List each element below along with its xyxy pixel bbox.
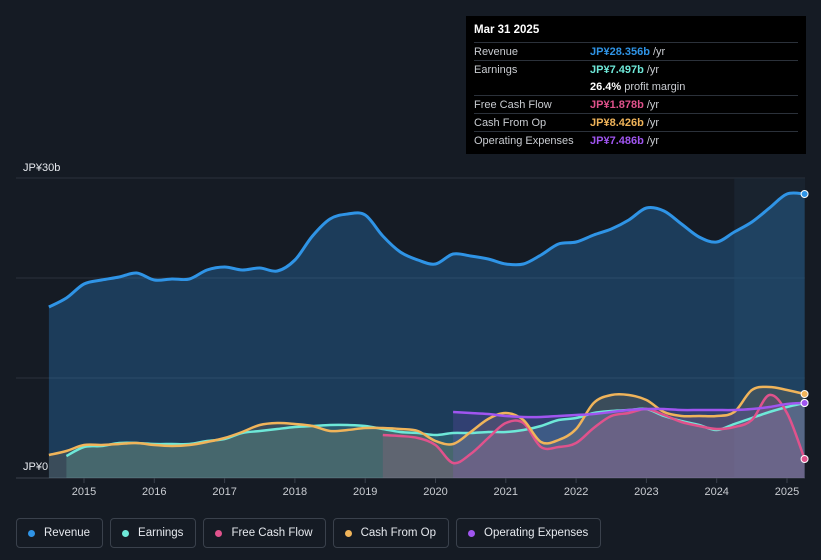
x-tick-label: 2017 [212, 486, 236, 498]
x-tick-label: 2024 [704, 486, 728, 498]
x-tick-label: 2020 [423, 486, 447, 498]
x-tick-label: 2015 [72, 486, 96, 498]
tooltip-row-unit: /yr [652, 45, 666, 58]
legend-item-earnings[interactable]: Earnings [110, 518, 197, 548]
tooltip-row: Free Cash Flow JP¥1.878b/yr [474, 95, 798, 113]
legend-item-cash-from-op[interactable]: Cash From Op [332, 518, 450, 548]
legend: Revenue Earnings Free Cash Flow Cash From O… [16, 518, 602, 548]
legend-dot-icon [122, 529, 130, 537]
line-operating-expenses [453, 401, 805, 419]
legend-item-revenue[interactable]: Revenue [16, 518, 104, 548]
legend-item-label: Operating Expenses [484, 527, 589, 539]
end-marker-cash-from-op [800, 390, 809, 398]
legend-dot-icon [468, 529, 476, 537]
line-revenue [48, 191, 805, 309]
tooltip-row-unit: /yr [646, 98, 660, 111]
legend-item-label: Earnings [138, 527, 184, 539]
tooltip-row: Revenue JP¥28.356b/yr [474, 42, 798, 60]
tooltip-row-label: Revenue [474, 45, 519, 58]
tooltip-row-value: JP¥8.426b [590, 116, 644, 129]
line-free-cash-flow [382, 393, 806, 465]
tooltip-row-value: JP¥1.878b [590, 98, 644, 111]
area-free-cash-flow [382, 394, 805, 478]
tooltip-row-label: Cash From Op [474, 116, 547, 129]
tooltip-row: Operating Expenses JP¥7.486b/yr [474, 131, 798, 149]
tooltip-row-value: JP¥7.486b [590, 134, 644, 147]
end-marker-free-cash-flow [800, 455, 809, 463]
tooltip: Mar 31 2025 Revenue JP¥28.356b/yr Earnings… [466, 16, 806, 154]
legend-item-label: Free Cash Flow [231, 527, 313, 539]
x-axis-ticks: 2015 2016 2017 2018 2019 2020 2021 2022 2023 2024… [72, 478, 799, 498]
tooltip-row-label: Earnings [474, 63, 518, 76]
legend-item-operating-expenses[interactable]: Operating Expenses [456, 518, 602, 548]
x-tick-label: 2022 [564, 486, 588, 498]
legend-dot-icon [28, 529, 35, 537]
x-tick-label: 2023 [634, 486, 658, 498]
tooltip-row-value: JP¥28.356b [590, 45, 650, 58]
tooltip-row-unit: /yr [646, 63, 660, 76]
tooltip-rows: Revenue JP¥28.356b/yr Earnings JP¥7.497b/yr… [474, 42, 798, 149]
area-revenue [48, 192, 805, 478]
x-tick-label: 2021 [494, 486, 518, 498]
end-marker-operating-expenses [800, 399, 809, 407]
line-cash-from-op [48, 385, 805, 457]
x-tick-label: 2019 [353, 486, 377, 498]
tooltip-row-label: Operating Expenses [474, 134, 574, 147]
tooltip-row: Cash From Op JP¥8.426b/yr [474, 113, 798, 131]
tooltip-row-unit: /yr [646, 134, 660, 147]
legend-item-free-cash-flow[interactable]: Free Cash Flow [203, 518, 326, 548]
tooltip-date: Mar 31 2025 [474, 24, 540, 36]
series-lines [48, 191, 806, 465]
tooltip-row-unit: /yr [646, 116, 660, 129]
series-end-markers [800, 190, 809, 463]
y-axis-bottom-label: JP¥0 [23, 461, 48, 473]
tooltip-row: 26.4% profit margin [474, 78, 798, 95]
tooltip-row-value: JP¥7.497b [590, 63, 644, 76]
tooltip-row-label: Free Cash Flow [474, 98, 552, 111]
end-marker-revenue [800, 190, 809, 198]
tooltip-row-unit: profit margin [624, 80, 686, 93]
legend-dot-icon [344, 529, 352, 537]
x-tick-label: 2016 [142, 486, 166, 498]
x-tick-label: 2025 [775, 486, 799, 498]
area-operating-expenses [453, 403, 805, 478]
tooltip-row-value: 26.4% [590, 80, 622, 93]
x-tick-label: 2018 [283, 486, 307, 498]
tooltip-row: Earnings JP¥7.497b/yr [474, 60, 798, 78]
legend-dot-icon [215, 529, 223, 537]
legend-item-label: Cash From Op [360, 527, 437, 539]
legend-item-label: Revenue [44, 527, 91, 539]
y-axis-top-label: JP¥30b [23, 162, 60, 174]
